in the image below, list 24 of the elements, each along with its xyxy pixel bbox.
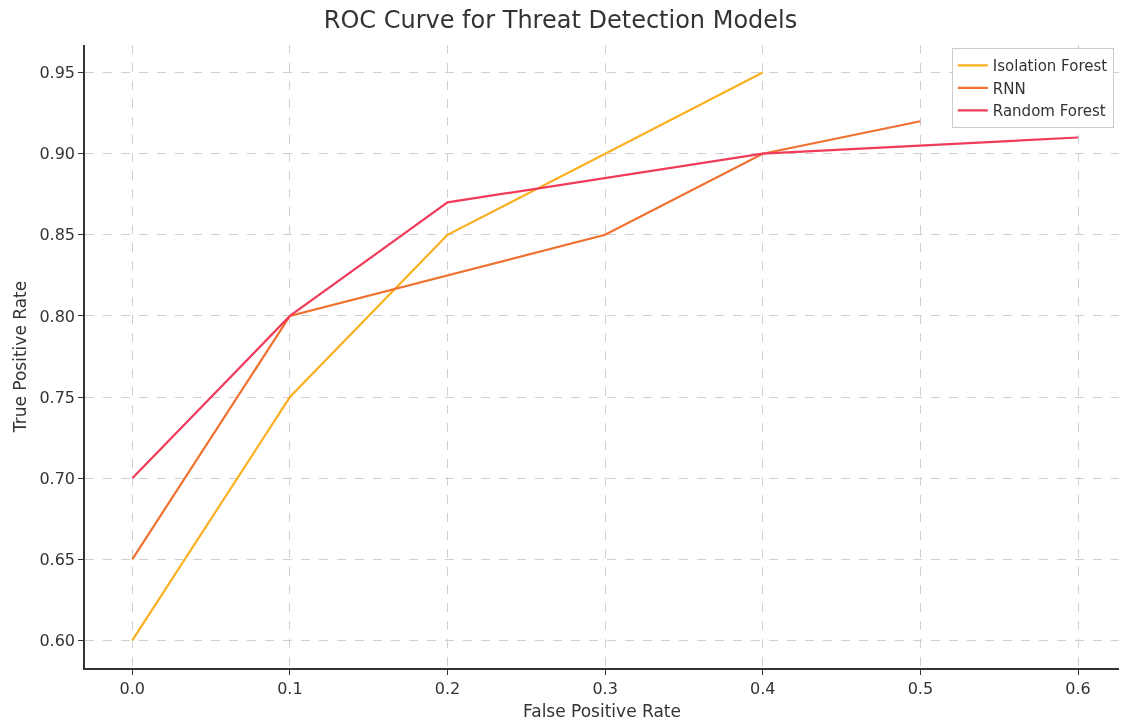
y-tick-label: 0.75 — [39, 387, 76, 407]
line-series — [131, 136, 1080, 480]
x-tick-label: 0.0 — [119, 678, 146, 698]
y-tick-label: 0.85 — [39, 225, 76, 245]
legend-label: Isolation Forest — [992, 57, 1108, 76]
legend-label: RNN — [992, 79, 1026, 98]
x-tick-label: 0.2 — [434, 678, 461, 698]
x-tick-label: 0.5 — [907, 678, 934, 698]
y-tick-label: 0.95 — [39, 63, 76, 83]
line-series — [131, 71, 764, 642]
x-tick-label: 0.3 — [592, 678, 618, 698]
legend-label: Random Forest — [992, 102, 1106, 121]
x-tick-label: 0.6 — [1065, 678, 1091, 698]
y-tick-label: 0.70 — [39, 468, 76, 488]
line-series — [131, 120, 922, 561]
chart-title: ROC Curve for Threat Detection Models — [323, 5, 798, 34]
x-tick-label: 0.4 — [750, 678, 776, 698]
y-tick-label: 0.65 — [39, 549, 76, 569]
y-tick-label: 0.80 — [39, 306, 76, 326]
x-tick-label: 0.1 — [277, 678, 303, 698]
x-axis-title: False Positive Rate — [523, 700, 681, 721]
y-tick-label: 0.90 — [39, 144, 76, 164]
y-axis-title: True Positive Rate — [10, 280, 31, 434]
y-tick-label: 0.60 — [39, 631, 76, 651]
